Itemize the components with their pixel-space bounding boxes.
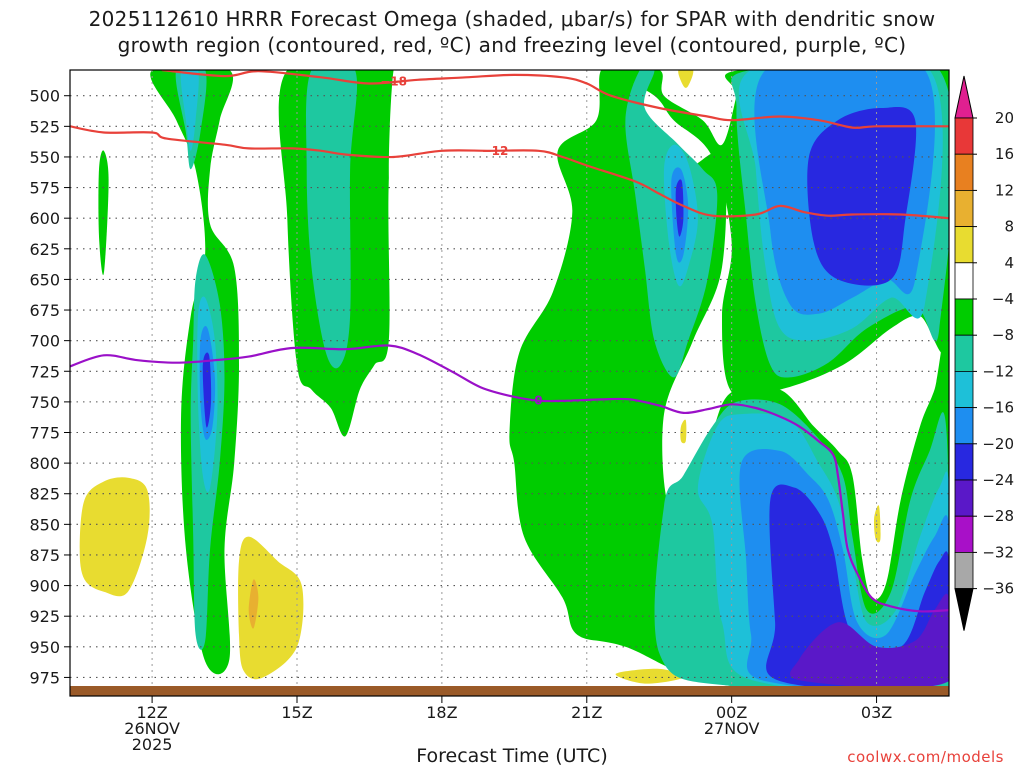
omega-region-teal-1 [306,70,358,369]
y-tick-label-875: 875 [29,546,60,565]
ground-surface [70,686,949,696]
chart-title-line-2: growth region (contoured, red, ºC) and f… [117,33,907,57]
y-tick-label-775: 775 [29,423,60,442]
colorbar-label-0: 20 [995,109,1014,127]
y-tick-label-925: 925 [29,607,60,626]
x-tick-label-15Z: 15Z [281,703,312,722]
omega-region-white-gap [388,70,419,245]
y-tick-label-950: 950 [29,638,60,657]
colorbar-box-6 [954,334,974,372]
colorbar-box-7 [954,370,974,408]
colorbar-label-9: −20 [982,435,1014,453]
y-tick-label-525: 525 [29,117,60,136]
chart-title-line-1: 2025112610 HRRR Forecast Omega (shaded, … [88,7,936,31]
omega-region-orange-top-right [678,70,694,88]
y-axis: 500 525 550 575 600 625 650 675 700 725 750 775 800 8… [29,87,70,687]
x-axis-label: Forecast Time (UTC) [416,745,608,767]
colorbar-label-3: 8 [1004,218,1014,236]
source-credit[interactable]: coolwx.com/models [847,748,1004,766]
colorbar-box-8 [954,407,974,445]
x-tick-label-18Z: 18Z [426,703,457,722]
colorbar-box-12 [954,552,974,590]
y-tick-label-750: 750 [29,393,60,412]
y-tick-label-675: 675 [29,301,60,320]
y-tick-label-825: 825 [29,485,60,504]
colorbar-label-13: −36 [982,580,1014,598]
colorbar-box-2 [954,189,974,227]
colorbar-label-2: 12 [995,181,1014,199]
x-tick-label-12Z: 12Z [136,703,167,722]
omega-region-orange-mid-1 [680,419,687,444]
omega-region-darkblue-2 [675,179,684,237]
omega-region-darkblue-1 [202,352,212,428]
colorbar-box-10 [954,479,974,517]
colorbar-label-6: −8 [992,326,1014,344]
colorbar-box-3 [954,226,974,264]
omega-region-red-center-low [248,579,259,629]
colorbar-label-4: 4 [1004,254,1014,272]
y-tick-label-650: 650 [29,270,60,289]
omega-region-cyan-1 [180,70,199,151]
y-tick-label-600: 600 [29,209,60,228]
freezing-level-contour [70,344,949,613]
colorbar-box-0 [954,117,974,155]
freezing-level-label: 0 [534,394,542,408]
colorbar-label-8: −16 [982,399,1014,417]
y-tick-label-900: 900 [29,577,60,596]
y-tick-label-850: 850 [29,515,60,534]
colorbar-label-10: −24 [982,471,1014,489]
y-tick-label-700: 700 [29,332,60,351]
y-tick-label-500: 500 [29,87,60,106]
dgz-contour-−12 [70,125,949,220]
x-tick-label-21Z: 21Z [571,703,602,722]
colorbar-label-1: 16 [995,145,1014,163]
omega-region-purple-1 [790,593,949,686]
plot-frame [69,69,950,697]
x-tick-label-00Z: 00Z [716,703,747,722]
colorbar: 20 16 12 8 4 −4 −8 −12 −16 −20 −24 −28 −32 −36 [954,75,1014,631]
y-tick-label-725: 725 [29,362,60,381]
y-tick-label-975: 975 [29,668,60,687]
colorbar-box-1 [954,153,974,191]
omega-region-darkblue-3 [807,106,917,286]
y-tick-label-800: 800 [29,454,60,473]
omega-region-orange-center-low [238,536,304,680]
colorbar-label-11: −28 [982,507,1014,525]
x-tick-label-27NOV: 27NOV [704,719,760,738]
grid-lines [70,70,949,686]
y-tick-label-625: 625 [29,240,60,259]
dgz-contour--12-label: −12 [482,144,509,158]
colorbar-box-5 [954,298,974,336]
colorbar-label-12: −32 [982,543,1014,561]
dgz-contour-−18 [161,70,949,129]
y-tick-label-550: 550 [29,148,60,167]
colorbar-box-11 [954,515,974,553]
dgz-contour--18-label: −18 [380,75,407,89]
omega-region-green-1 [98,150,109,276]
colorbar-bottom-arrow [954,588,974,631]
colorbar-box-9 [954,443,974,481]
omega-region-yellow-top-right [672,70,701,121]
x-tick-label-2025: 2025 [132,735,173,754]
x-tick-label-26NOV: 26NOV [124,719,180,738]
y-tick-label-575: 575 [29,179,60,198]
colorbar-box-4 [954,262,974,300]
x-tick-label-03Z: 03Z [861,703,892,722]
omega-region-orange-bottom-right [615,668,684,684]
colorbar-top-arrow [954,75,974,119]
colorbar-label-7: −12 [982,362,1014,380]
omega-region-darkblue-4 [766,484,949,686]
colorbar-label-5: −4 [992,290,1014,308]
omega-shading [70,70,949,686]
omega-region-orange-left [79,477,150,597]
contour-lines: −18 −12 0 [70,70,949,613]
